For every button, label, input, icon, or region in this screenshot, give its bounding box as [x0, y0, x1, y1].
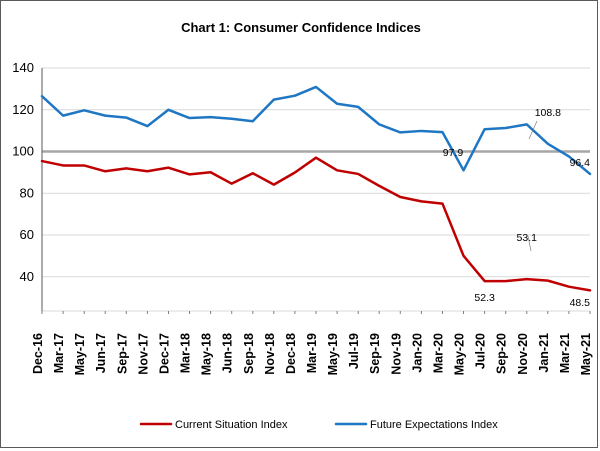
svg-text:80: 80 [20, 185, 34, 200]
svg-text:Jun-18: Jun-18 [221, 333, 235, 373]
svg-text:140: 140 [12, 60, 34, 75]
svg-text:Jul-19: Jul-19 [347, 333, 361, 369]
svg-text:May-21: May-21 [579, 333, 593, 375]
svg-text:Mar-21: Mar-21 [558, 333, 572, 373]
svg-text:Jul-20: Jul-20 [474, 333, 488, 369]
svg-text:May-17: May-17 [73, 333, 87, 375]
svg-text:May-18: May-18 [200, 333, 214, 375]
svg-text:60: 60 [20, 227, 34, 242]
svg-text:52.3: 52.3 [474, 292, 495, 304]
svg-text:53.1: 53.1 [517, 232, 538, 244]
svg-text:Dec-18: Dec-18 [284, 333, 298, 374]
svg-text:Nov-17: Nov-17 [136, 333, 150, 375]
svg-text:Jan-20: Jan-20 [410, 333, 424, 373]
svg-text:40: 40 [20, 269, 34, 284]
svg-text:Nov-19: Nov-19 [389, 333, 403, 375]
svg-text:Mar-20: Mar-20 [432, 333, 446, 373]
svg-text:Mar-18: Mar-18 [179, 333, 193, 373]
svg-text:120: 120 [12, 102, 34, 117]
svg-text:Sep-20: Sep-20 [495, 333, 509, 374]
svg-text:Jan-21: Jan-21 [537, 333, 551, 373]
svg-text:108.8: 108.8 [535, 107, 561, 119]
svg-text:May-19: May-19 [326, 333, 340, 375]
svg-text:Sep-19: Sep-19 [368, 333, 382, 374]
svg-text:96.4: 96.4 [570, 157, 591, 169]
svg-text:Dec-17: Dec-17 [158, 333, 172, 374]
svg-text:97.9: 97.9 [443, 147, 464, 159]
svg-text:Dec-16: Dec-16 [31, 333, 45, 374]
svg-text:48.5: 48.5 [570, 297, 591, 309]
svg-text:Mar-17: Mar-17 [52, 333, 66, 373]
svg-text:Mar-19: Mar-19 [305, 333, 319, 373]
svg-text:Sep-17: Sep-17 [115, 333, 129, 374]
svg-text:Nov-20: Nov-20 [516, 333, 530, 375]
svg-text:May-20: May-20 [453, 333, 467, 375]
svg-text:Current Situation Index: Current Situation Index [175, 419, 288, 431]
svg-text:Jun-17: Jun-17 [94, 333, 108, 373]
svg-text:100: 100 [12, 144, 34, 159]
svg-text:Nov-18: Nov-18 [263, 333, 277, 375]
svg-text:Future Expectations Index: Future Expectations Index [370, 419, 498, 431]
svg-text:Sep-18: Sep-18 [242, 333, 256, 374]
